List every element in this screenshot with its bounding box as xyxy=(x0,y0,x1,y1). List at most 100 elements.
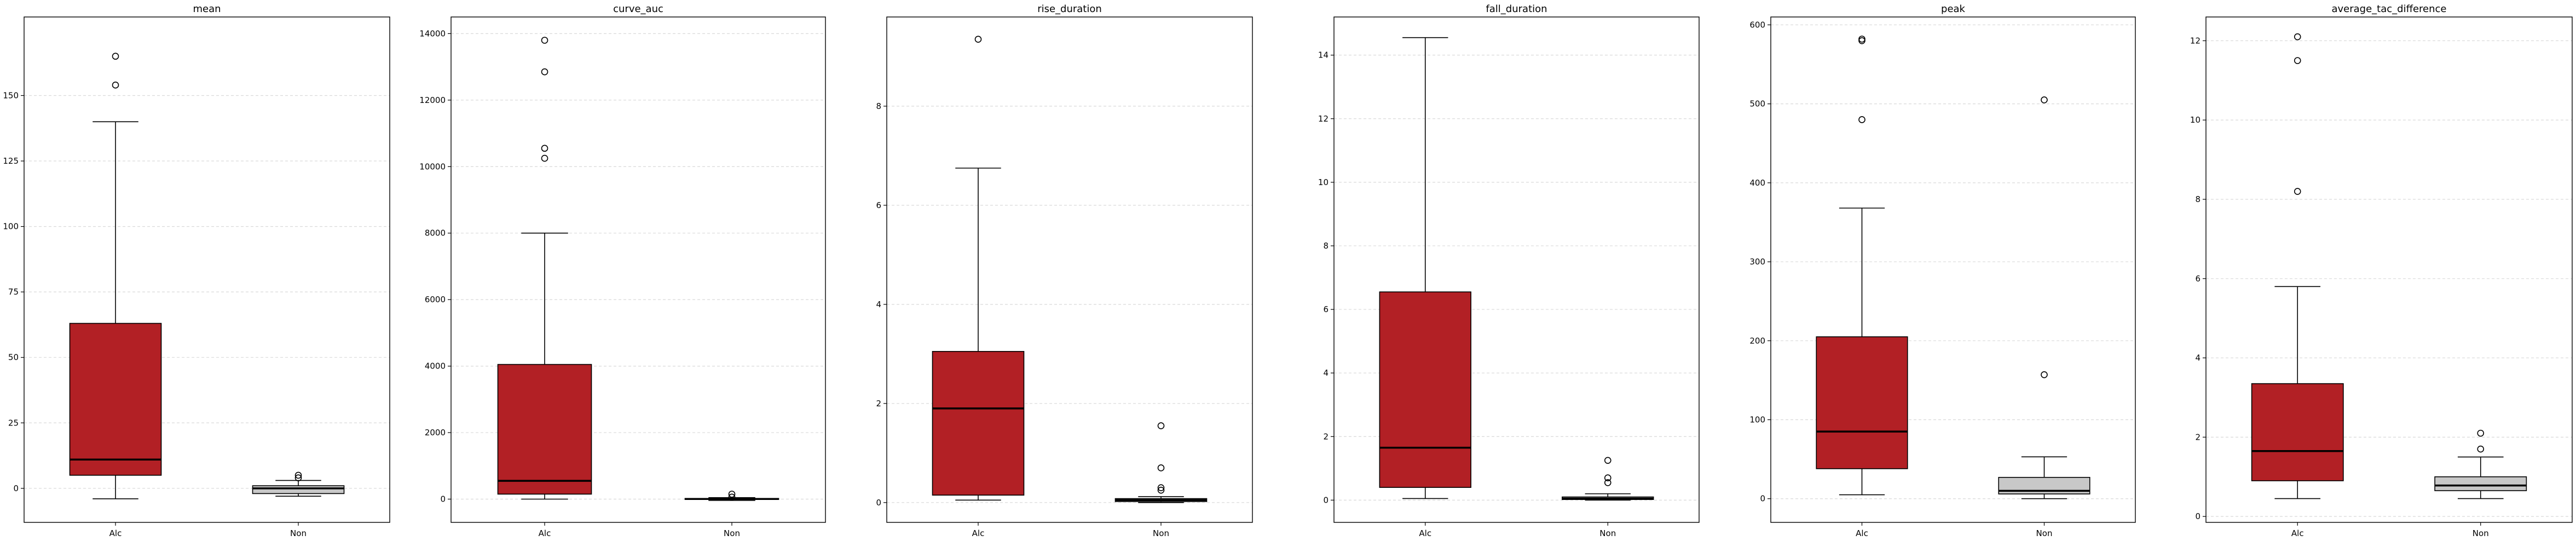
y-tick-label: 0 xyxy=(876,498,881,508)
outlier-point xyxy=(541,37,548,44)
y-tick-label: 12 xyxy=(1318,114,1329,124)
chart-panel-fall-duration: Alc Non 0 2 4 6 8 10 12 14 fall_duration xyxy=(1318,3,1700,538)
outlier-point xyxy=(1604,457,1612,464)
outlier-point xyxy=(541,145,548,152)
x-tick-label: Non xyxy=(724,528,740,538)
box-alc xyxy=(69,323,162,476)
y-tick-label: 4 xyxy=(1323,368,1329,378)
chart-title: fall_duration xyxy=(1486,3,1547,15)
y-tick-label: 25 xyxy=(8,418,19,428)
outlier-point xyxy=(2294,57,2301,64)
plot-frame xyxy=(450,16,826,523)
plot-frame xyxy=(886,16,1253,523)
x-tick-label: Alc xyxy=(2291,528,2304,538)
y-tick-label: 0 xyxy=(2195,511,2200,521)
plot-frame xyxy=(24,16,390,523)
y-tick-label: 8 xyxy=(2195,194,2200,204)
y-tick-label: 2 xyxy=(1323,431,1329,441)
chart-title: rise_duration xyxy=(1037,3,1102,15)
y-tick-label: 2000 xyxy=(425,428,446,438)
y-tick-label: 12000 xyxy=(419,95,446,105)
x-tick-label: Non xyxy=(2036,528,2053,538)
y-tick-label: 8 xyxy=(876,101,881,111)
chart-panel-rise-duration: Alc Non 0 2 4 6 8 rise_duration xyxy=(876,3,1253,538)
y-tick-label: 400 xyxy=(1749,178,1765,188)
x-tick-label: Non xyxy=(2473,528,2489,538)
chart-title: peak xyxy=(1941,3,1966,15)
chart-title: mean xyxy=(193,3,221,15)
y-tick-label: 0 xyxy=(1760,494,1765,504)
outlier-point xyxy=(112,53,119,60)
outlier-point xyxy=(728,491,736,498)
outlier-point xyxy=(1157,486,1165,494)
outlier-point xyxy=(541,68,548,76)
y-tick-label: 4000 xyxy=(425,361,446,371)
outlier-point xyxy=(112,82,119,89)
chart-panel-average-tac-difference: Alc Non 0 2 4 6 8 10 12 average_tac_difference xyxy=(2190,3,2573,538)
box-alc xyxy=(932,351,1025,496)
y-tick-label: 0 xyxy=(440,494,446,504)
x-tick-label: Non xyxy=(290,528,307,538)
y-tick-label: 2 xyxy=(2195,432,2200,442)
x-tick-label: Alc xyxy=(109,528,122,538)
y-tick-label: 125 xyxy=(3,156,19,166)
x-tick-label: Alc xyxy=(1856,528,1868,538)
outlier-point xyxy=(541,154,548,162)
y-tick-label: 10000 xyxy=(419,162,446,171)
y-tick-label: 100 xyxy=(1749,415,1765,425)
outlier-point xyxy=(294,471,302,479)
outlier-point xyxy=(1157,484,1165,491)
outlier-point xyxy=(974,36,982,43)
outlier-point xyxy=(2041,371,2048,378)
y-tick-label: 100 xyxy=(3,222,19,232)
box-alc xyxy=(497,364,592,495)
plot-frame xyxy=(1770,16,2136,523)
x-tick-label: Non xyxy=(1599,528,1616,538)
y-tick-label: 14 xyxy=(1318,50,1329,60)
plot-frame xyxy=(2205,16,2573,523)
outlier-point xyxy=(2294,33,2301,41)
outlier-point xyxy=(2477,445,2485,453)
y-tick-label: 150 xyxy=(3,90,19,100)
y-tick-label: 12 xyxy=(2190,36,2200,45)
outlier-point xyxy=(728,493,736,501)
y-tick-label: 600 xyxy=(1749,20,1765,30)
plot-frame xyxy=(1333,16,1700,523)
chart-panel-mean: Alc Non 0 25 50 75 100 125 150 mean xyxy=(3,3,390,538)
y-tick-label: 500 xyxy=(1749,99,1765,109)
x-tick-label: Alc xyxy=(539,528,551,538)
box-non xyxy=(252,485,345,494)
outlier-point xyxy=(1604,479,1612,486)
box-alc xyxy=(1379,291,1471,488)
chart-title: curve_auc xyxy=(613,3,663,15)
y-tick-label: 200 xyxy=(1749,336,1765,346)
y-tick-label: 4 xyxy=(2195,353,2200,363)
chart-panel-curve-auc: Alc Non 0 2000 4000 6000 8000 10000 12000 14000 cu… xyxy=(419,3,826,538)
x-tick-label: Non xyxy=(1153,528,1169,538)
y-tick-label: 8000 xyxy=(425,228,446,238)
y-tick-label: 6 xyxy=(876,200,881,210)
box-alc xyxy=(1816,336,1908,469)
outlier-point xyxy=(2294,188,2301,195)
outlier-point xyxy=(1157,464,1165,471)
y-tick-label: 14000 xyxy=(419,28,446,38)
outlier-point xyxy=(294,474,302,481)
outlier-point xyxy=(1157,422,1165,429)
y-tick-label: 6 xyxy=(1323,304,1329,314)
box-non xyxy=(2434,476,2527,491)
outlier-point xyxy=(2477,429,2485,437)
x-tick-label: Alc xyxy=(972,528,985,538)
chart-title: average_tac_difference xyxy=(2331,3,2446,15)
chart-panel-peak: Alc Non 0 100 200 300 400 500 600 peak xyxy=(1749,3,2136,538)
y-tick-label: 4 xyxy=(876,300,881,309)
outlier-point xyxy=(2041,96,2048,103)
y-tick-label: 8 xyxy=(1323,241,1329,251)
y-tick-label: 6000 xyxy=(425,295,446,304)
y-tick-label: 6 xyxy=(2195,274,2200,284)
y-tick-label: 0 xyxy=(13,484,19,493)
y-tick-label: 10 xyxy=(2190,115,2200,125)
y-tick-label: 50 xyxy=(8,353,19,362)
outlier-point xyxy=(1604,474,1612,482)
box-alc xyxy=(2251,383,2344,481)
